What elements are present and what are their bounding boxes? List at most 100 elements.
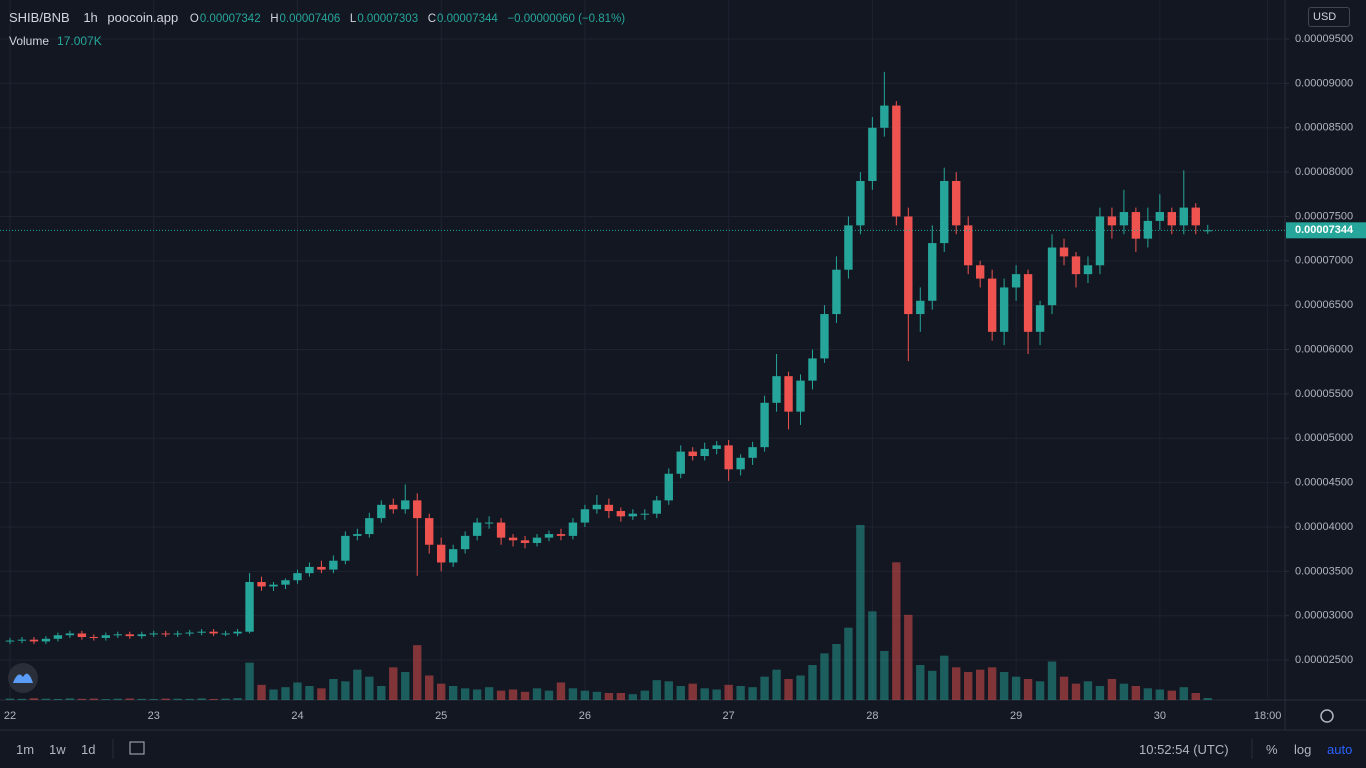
candle-body <box>197 631 206 633</box>
volume-bar <box>161 698 170 700</box>
x-tick-label: 22 <box>4 710 16 722</box>
volume-bar <box>592 691 602 700</box>
volume-bar <box>868 611 877 700</box>
volume-bar <box>353 669 362 700</box>
candle-body <box>1035 305 1045 332</box>
candle-body <box>472 522 482 536</box>
y-tick-label: 0.00006500 <box>1295 299 1353 311</box>
candle-body <box>987 278 997 332</box>
volume-bar <box>137 698 146 700</box>
x-tick-label: 30 <box>1154 710 1166 722</box>
volume-bar <box>1107 679 1117 700</box>
range-button[interactable]: 1d <box>81 742 96 757</box>
candle-body <box>1143 220 1153 239</box>
candle-body <box>377 504 386 519</box>
log-toggle[interactable]: log <box>1294 742 1312 757</box>
currency-selector[interactable]: USD <box>1308 7 1350 27</box>
volume-bar <box>185 698 194 700</box>
candle-body <box>89 637 99 639</box>
x-tick-label: 27 <box>723 710 735 722</box>
candle-body <box>916 300 925 315</box>
compare-icon[interactable] <box>129 741 145 755</box>
symbol[interactable]: SHIB/BNB <box>9 10 70 25</box>
y-tick-label: 0.00009500 <box>1295 33 1353 45</box>
y-tick-label: 0.00003000 <box>1295 610 1353 622</box>
volume-bar <box>616 693 626 700</box>
volume-bar <box>1059 676 1069 700</box>
candle-body <box>496 522 506 538</box>
volume-bar <box>389 667 398 700</box>
candle-body <box>1011 274 1021 288</box>
candle-body <box>1023 274 1033 332</box>
candle-body <box>365 518 374 535</box>
volume-bar <box>628 694 638 700</box>
candle-body <box>281 580 290 585</box>
volume-bar <box>1143 688 1153 700</box>
y-tick-label: 0.00006000 <box>1295 343 1353 355</box>
y-tick-label: 0.00007000 <box>1295 255 1353 267</box>
open-label: O <box>189 13 199 25</box>
volume-bar <box>377 686 386 700</box>
auto-toggle[interactable]: auto <box>1327 742 1353 757</box>
candle-body <box>1191 207 1200 226</box>
grid <box>0 0 1285 700</box>
volume-bar <box>1155 689 1165 700</box>
volume-bar <box>89 698 99 700</box>
volume-bar <box>760 676 769 700</box>
volume-bar <box>436 683 446 700</box>
y-tick-label: 0.00004000 <box>1295 521 1353 533</box>
candle-body <box>353 534 362 536</box>
volume-bar <box>856 525 865 700</box>
candle-body <box>233 631 242 634</box>
volume-bar <box>832 644 841 700</box>
logo-mark <box>13 673 33 683</box>
volume-bar <box>197 698 206 700</box>
volume-bar <box>448 686 458 700</box>
candle-body <box>544 534 554 538</box>
volume-bar <box>221 698 230 700</box>
volume-bar <box>904 614 913 700</box>
candle-body <box>77 633 87 638</box>
low-label: L <box>349 13 357 25</box>
volume-label: Volume <box>9 34 50 48</box>
candle-body <box>676 451 685 474</box>
volume-bar <box>508 689 518 700</box>
x-tick-label: 28 <box>866 710 878 722</box>
volume-value: 17.007K <box>57 34 102 48</box>
volume-bar <box>724 684 733 700</box>
candle-body <box>1155 212 1165 221</box>
percent-toggle[interactable]: % <box>1266 742 1278 757</box>
y-tick-label: 0.00002500 <box>1295 654 1353 666</box>
settings-icon[interactable] <box>1320 709 1334 723</box>
range-button[interactable]: 1m <box>16 742 35 757</box>
bottom-toolbar: 1m 1w 1d 10:52:54 (UTC) % log auto <box>0 731 1366 768</box>
volume-bar <box>293 682 302 700</box>
volume-bar <box>484 687 494 700</box>
volume-bar <box>1203 698 1212 700</box>
volume-bar <box>425 675 434 700</box>
candle-body <box>1131 212 1141 239</box>
volume-bar <box>125 698 134 700</box>
candle-body <box>604 504 614 512</box>
x-tick-label: 26 <box>579 710 591 722</box>
volume-bar <box>209 698 218 700</box>
volume-bars <box>5 525 1212 700</box>
candle-body <box>137 634 146 637</box>
candle-body <box>784 376 793 412</box>
volume-bar <box>784 679 793 700</box>
range-button[interactable]: 1w <box>49 742 66 757</box>
volume-bar <box>245 662 254 700</box>
volume-bar <box>880 651 889 700</box>
volume-bar <box>1179 687 1188 700</box>
volume-bar <box>413 645 422 700</box>
candle-body <box>149 633 158 635</box>
volume-bar <box>520 691 530 700</box>
volume-bar <box>688 683 697 700</box>
candle-body <box>269 584 278 587</box>
volume-bar <box>1071 683 1081 700</box>
axes: 0.00002500 0.00003000 0.00003500 0.00004000… <box>0 33 1366 722</box>
candle-body <box>448 549 458 563</box>
volume-bar <box>928 670 937 700</box>
clock: 10:52:54 (UTC) <box>1139 742 1229 757</box>
